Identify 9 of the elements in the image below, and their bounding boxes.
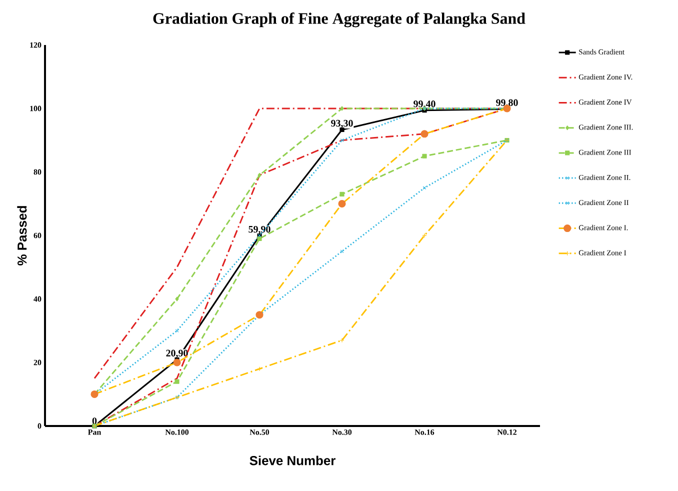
- data-label: 93,30: [331, 120, 353, 128]
- chart-title: Gradiation Graph of Fine Aggregate of Palangka Sand: [153, 12, 526, 28]
- data-label: 0: [92, 418, 97, 424]
- y-axis-title: % Passed: [17, 206, 27, 266]
- data-label: 20,90: [166, 350, 188, 358]
- data-label: 99,80: [496, 99, 518, 108]
- x-axis-title: Sieve Number: [250, 456, 336, 466]
- data-label: 99,40: [414, 100, 436, 109]
- data-label: 59,90: [248, 226, 270, 234]
